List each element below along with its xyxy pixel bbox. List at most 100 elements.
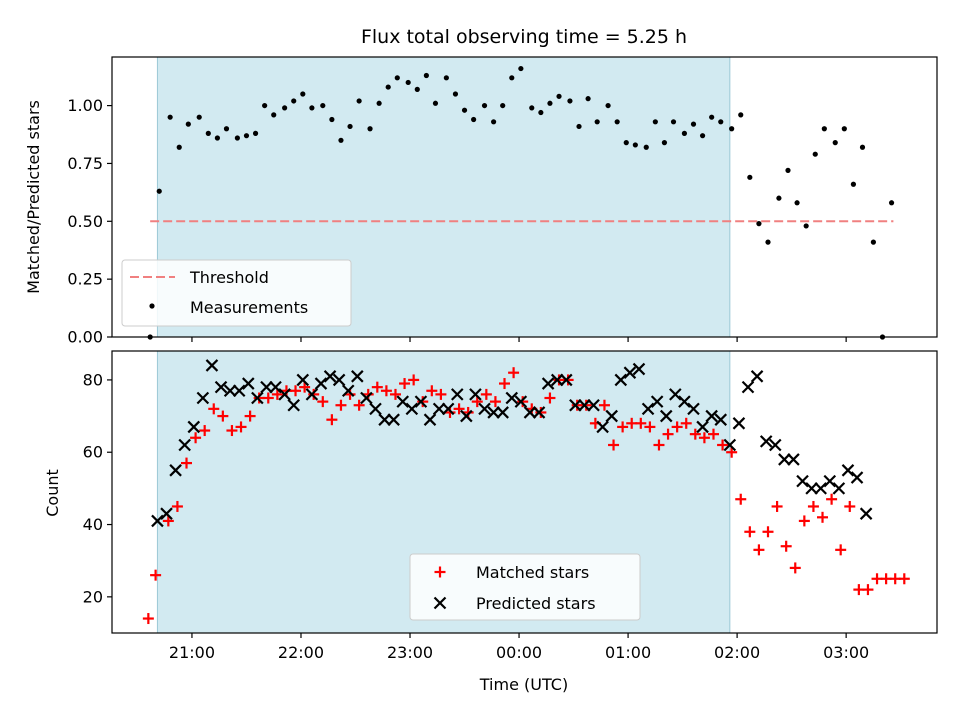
- measurement-point: [196, 114, 202, 120]
- predicted-star-point: [278, 388, 291, 401]
- predicted-star-point: [369, 402, 382, 416]
- matched-star-point: [489, 396, 501, 408]
- matched-star-point: [244, 410, 256, 422]
- predicted-star-point: [205, 359, 219, 372]
- measurement-point: [803, 223, 809, 229]
- matched-star-point: [444, 406, 456, 418]
- predicted-star-point: [341, 384, 355, 398]
- matched-star-point: [617, 421, 629, 433]
- legend-predicted-swatch: [433, 596, 447, 610]
- measurement-point: [262, 102, 268, 109]
- top-y-axis-label: Matched/Predicted stars: [24, 100, 43, 294]
- predicted-star-point: [423, 413, 437, 426]
- matched-star-point: [544, 392, 556, 404]
- measurement-point: [812, 151, 818, 157]
- predicted-star-point: [614, 373, 628, 387]
- predicted-star-point: [487, 406, 500, 419]
- measurement-point: [509, 75, 515, 81]
- top-y-tick-label: 0.25: [67, 270, 103, 289]
- matched-star-point: [389, 388, 401, 400]
- predicted-star-point: [541, 377, 555, 390]
- predicted-star-point: [251, 391, 264, 405]
- measurement-point: [718, 119, 724, 125]
- measurement-point: [300, 91, 306, 97]
- measurement-point: [785, 167, 791, 173]
- measurement-point: [832, 140, 838, 146]
- x-tick-label: 00:00: [496, 643, 542, 662]
- matched-star-point: [680, 417, 692, 429]
- matched-star-point: [471, 396, 483, 408]
- measurement-point: [394, 75, 400, 81]
- predicted-star-point: [242, 377, 255, 390]
- measurement-point: [632, 142, 638, 148]
- measurement-point: [329, 116, 335, 123]
- measurement-point: [567, 98, 573, 104]
- measurement-point: [385, 84, 391, 90]
- matched-star-point: [408, 374, 420, 386]
- predicted-star-point: [169, 464, 182, 477]
- legend-matched-label: Matched stars: [476, 563, 589, 582]
- predicted-star-point: [714, 413, 728, 426]
- predicted-star-point: [732, 417, 746, 430]
- predicted-star-point: [850, 471, 864, 484]
- measurement-point: [338, 137, 344, 143]
- matched-star-point: [635, 417, 647, 429]
- matched-star-point: [317, 396, 329, 408]
- measurement-point: [859, 144, 866, 150]
- measurement-point: [556, 93, 562, 99]
- predicted-star-point: [351, 370, 364, 383]
- measurement-point: [576, 123, 582, 130]
- predicted-star-point: [287, 398, 300, 412]
- measurement-point: [681, 130, 688, 136]
- measurement-point: [709, 114, 715, 120]
- matched-star-point: [780, 540, 792, 552]
- measurement-point: [185, 121, 191, 127]
- predicted-star-point: [296, 373, 310, 387]
- measurement-point: [605, 102, 611, 109]
- x-tick-label: 22:00: [278, 643, 324, 662]
- predicted-star-point: [223, 384, 237, 398]
- x-tick-label: 03:00: [823, 643, 869, 662]
- matched-star-point: [235, 421, 247, 433]
- measurement-point: [690, 121, 697, 127]
- top-y-tick-label: 1.00: [67, 96, 103, 115]
- chart-title: Flux total observing time = 5.25 h: [361, 26, 687, 48]
- measurement-point: [747, 174, 753, 180]
- matched-star-point: [262, 392, 274, 404]
- matched-star-point: [826, 493, 838, 505]
- bottom-y-tick-label: 20: [83, 587, 103, 606]
- bottom-axes-frame: [111, 350, 938, 634]
- predicted-star-point: [305, 388, 319, 401]
- predicted-star-point: [669, 388, 682, 401]
- matched-star-point: [290, 385, 302, 397]
- matched-star-point: [226, 425, 238, 437]
- matched-star-point: [380, 385, 392, 397]
- x-axis-label: Time (UTC): [479, 675, 568, 694]
- matched-star-point: [744, 526, 756, 538]
- matched-star-point: [308, 388, 320, 400]
- top-legend: Threshold Measurements: [121, 259, 352, 327]
- x-tick-label: 23:00: [387, 643, 433, 662]
- measurement-point: [291, 98, 297, 104]
- matched-star-point: [671, 421, 683, 433]
- measurement-point: [850, 181, 857, 187]
- measurement-point: [205, 130, 211, 136]
- matched-star-point: [426, 385, 438, 397]
- predicted-star-point: [814, 482, 827, 495]
- matched-star-point: [698, 432, 710, 444]
- matched-star-point: [181, 457, 193, 469]
- measurement-point: [841, 126, 847, 132]
- matched-star-point: [399, 378, 411, 390]
- predicted-star-point: [151, 514, 164, 528]
- legend-threshold-label: Threshold: [189, 268, 269, 287]
- predicted-star-point: [405, 402, 419, 416]
- predicted-star-point: [269, 380, 282, 394]
- measurement-point: [271, 112, 277, 118]
- predicted-star-point: [323, 370, 337, 383]
- legend-predicted-label: Predicted stars: [476, 594, 596, 613]
- predicted-star-point: [232, 384, 246, 398]
- predicted-star-point: [496, 406, 509, 419]
- predicted-star-point: [260, 380, 273, 394]
- matched-star-point: [644, 421, 656, 433]
